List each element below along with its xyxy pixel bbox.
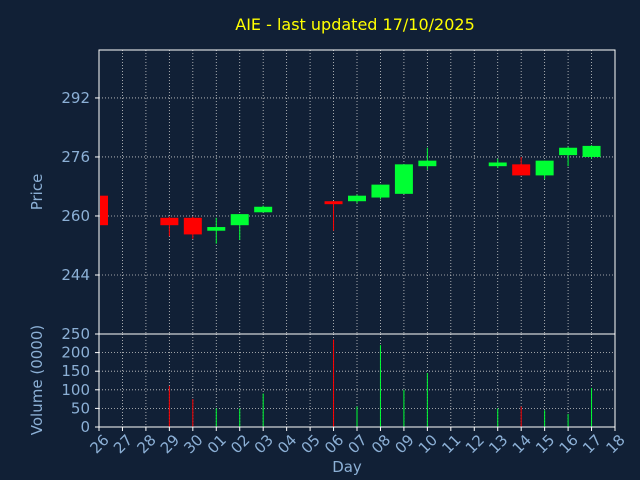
volume-ytick-label: 50 bbox=[71, 399, 90, 417]
candle-body bbox=[512, 164, 531, 176]
volume-ytick-label: 150 bbox=[61, 362, 90, 380]
price-ytick-label: 244 bbox=[61, 266, 90, 284]
candle-body bbox=[418, 160, 437, 167]
candle-body bbox=[582, 145, 601, 157]
candle-body bbox=[559, 147, 578, 156]
candle-body bbox=[324, 201, 343, 205]
x-axis-label: Day bbox=[332, 458, 362, 476]
candle-body bbox=[488, 162, 507, 167]
chart-title: AIE - last updated 17/10/2025 bbox=[235, 15, 475, 34]
candle-body bbox=[160, 217, 179, 226]
price-ytick-label: 276 bbox=[61, 148, 90, 166]
candle-body bbox=[394, 164, 413, 194]
candle-body bbox=[348, 195, 366, 202]
volume-axis-label: Volume (0000) bbox=[28, 325, 46, 435]
price-axis-label: Price bbox=[28, 174, 46, 211]
price-ytick-label: 260 bbox=[61, 207, 90, 225]
volume-ytick-label: 0 bbox=[80, 418, 90, 436]
candle-body bbox=[535, 160, 554, 176]
candle-body bbox=[230, 214, 249, 226]
candle-body bbox=[254, 206, 273, 213]
price-ytick-label: 292 bbox=[61, 89, 90, 107]
volume-ytick-label: 250 bbox=[61, 325, 90, 343]
volume-ytick-label: 200 bbox=[61, 344, 90, 362]
candle-body bbox=[100, 195, 108, 226]
price-panel: 292 276 260 244 bbox=[61, 49, 616, 335]
candle-body bbox=[371, 184, 390, 198]
candle-body bbox=[183, 217, 202, 235]
volume-ytick-label: 100 bbox=[61, 381, 90, 399]
candle-body bbox=[207, 227, 226, 231]
